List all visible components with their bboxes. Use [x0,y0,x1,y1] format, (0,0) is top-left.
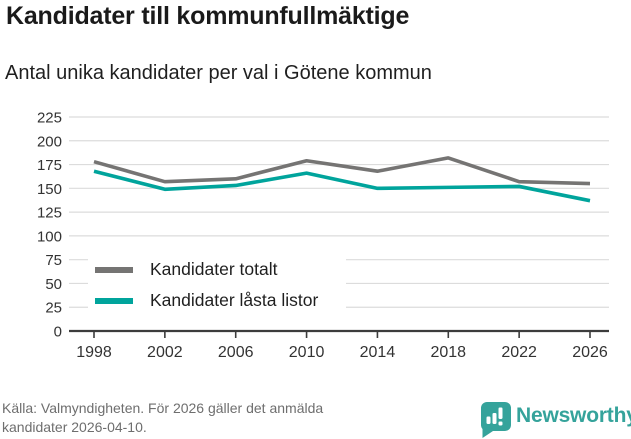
legend-item-locked: Kandidater låsta listor [88,285,346,316]
y-tick-label: 225 [37,110,62,127]
series-line-0 [93,156,591,186]
y-tick-label: 100 [37,228,62,245]
chart-subtitle: Antal unika kandidater per val i Götene … [5,62,432,84]
legend-label-locked: Kandidater låsta listor [150,290,319,310]
x-tick-label: 2014 [360,344,396,361]
y-tick-label: 0 [54,324,62,341]
x-tick-label: 1998 [76,344,112,361]
brand-logo: Newsworthy [481,402,631,438]
brand-name: Newsworthy [516,404,631,427]
source-note-line1: Källa: Valmyndigheten. För 2026 gäller d… [2,400,324,416]
legend-swatch-locked [95,297,133,304]
y-tick-label: 200 [37,133,62,150]
legend-swatch-total [95,266,133,273]
y-tick-label: 125 [37,205,62,222]
legend-item-total: Kandidater totalt [88,254,346,285]
series-line-1 [93,169,591,203]
x-tick-label: 2018 [430,344,466,361]
x-tick-label: 2010 [289,344,325,361]
y-tick-label: 175 [37,157,62,174]
x-tick-label: 2026 [572,344,608,361]
chart-legend: Kandidater totalt Kandidater låsta listo… [88,252,346,320]
source-note: Källa: Valmyndigheten. För 2026 gäller d… [2,399,323,437]
x-tick-label: 2002 [147,344,183,361]
x-tick-label: 2022 [501,344,537,361]
x-tick-label: 2006 [218,344,254,361]
y-tick-label: 50 [45,276,62,293]
newsworthy-logo-icon [481,402,511,438]
y-tick-label: 150 [37,181,62,198]
page-title: Kandidater till kommunfullmäktige [6,2,410,30]
y-tick-label: 75 [45,252,62,269]
legend-label-total: Kandidater totalt [150,259,278,279]
y-tick-label: 25 [45,300,62,317]
source-note-line2: kandidater 2026-04-10. [2,419,147,435]
